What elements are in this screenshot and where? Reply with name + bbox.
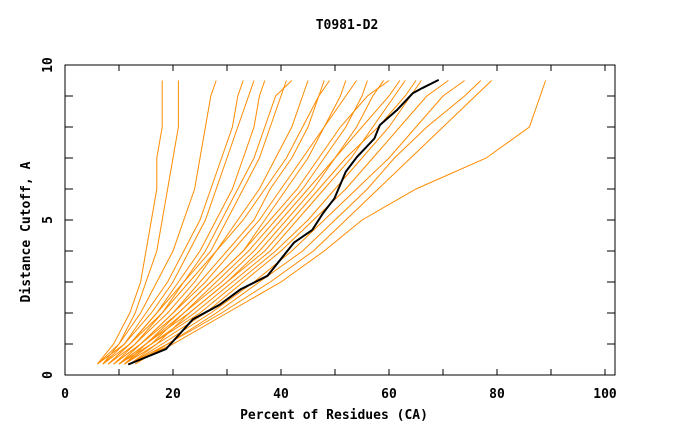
model-curve-17	[134, 80, 492, 365]
chart-title: T0981-D2	[316, 18, 379, 33]
x-axis-label: Percent of Residues (CA)	[240, 408, 428, 423]
x-tick-label: 100	[593, 387, 617, 402]
model-curve-1	[97, 80, 163, 365]
model-curve-21	[113, 80, 331, 365]
model-curve-15	[129, 80, 465, 365]
model-curve-20	[107, 80, 293, 365]
model-curve-9	[113, 80, 347, 365]
model-curve-11	[118, 80, 385, 365]
model-curve-10	[118, 80, 368, 365]
model-curve-5	[102, 80, 266, 365]
model-curve-23	[124, 80, 390, 365]
y-tick-label: 0	[41, 371, 56, 379]
plot-frame	[64, 64, 616, 376]
model-curve-3	[102, 80, 217, 365]
y-axis-label: Distance Cutoff, A	[19, 161, 34, 302]
highlight-curve-group	[127, 79, 440, 366]
model-curve-22	[118, 80, 358, 365]
axis-ticks	[64, 64, 615, 376]
model-curves	[97, 80, 547, 365]
model-curve-6	[107, 80, 287, 365]
model-curve-18	[129, 80, 547, 365]
y-tick-label: 10	[41, 57, 56, 73]
model-curve-25	[129, 80, 417, 365]
model-curve-19	[102, 80, 255, 365]
model-curve-12	[118, 80, 406, 365]
model-curve-8	[113, 80, 325, 365]
x-tick-labels: 0 20 40 60 80 100	[61, 387, 617, 402]
model-curve-7	[107, 80, 309, 365]
y-tick-label: 5	[41, 216, 56, 224]
x-tick-label: 0	[61, 387, 69, 402]
x-tick-label: 80	[489, 387, 505, 402]
model-curve-16	[129, 80, 482, 365]
model-curve-24	[124, 80, 401, 365]
highlight-curve	[127, 79, 440, 366]
model-curve-2	[97, 80, 179, 365]
y-tick-labels: 0 5 10	[41, 57, 56, 379]
model-curve-4	[97, 80, 244, 365]
x-tick-label: 60	[381, 387, 397, 402]
x-tick-label: 40	[273, 387, 289, 402]
model-curve-13	[124, 80, 422, 365]
x-tick-label: 20	[165, 387, 181, 402]
